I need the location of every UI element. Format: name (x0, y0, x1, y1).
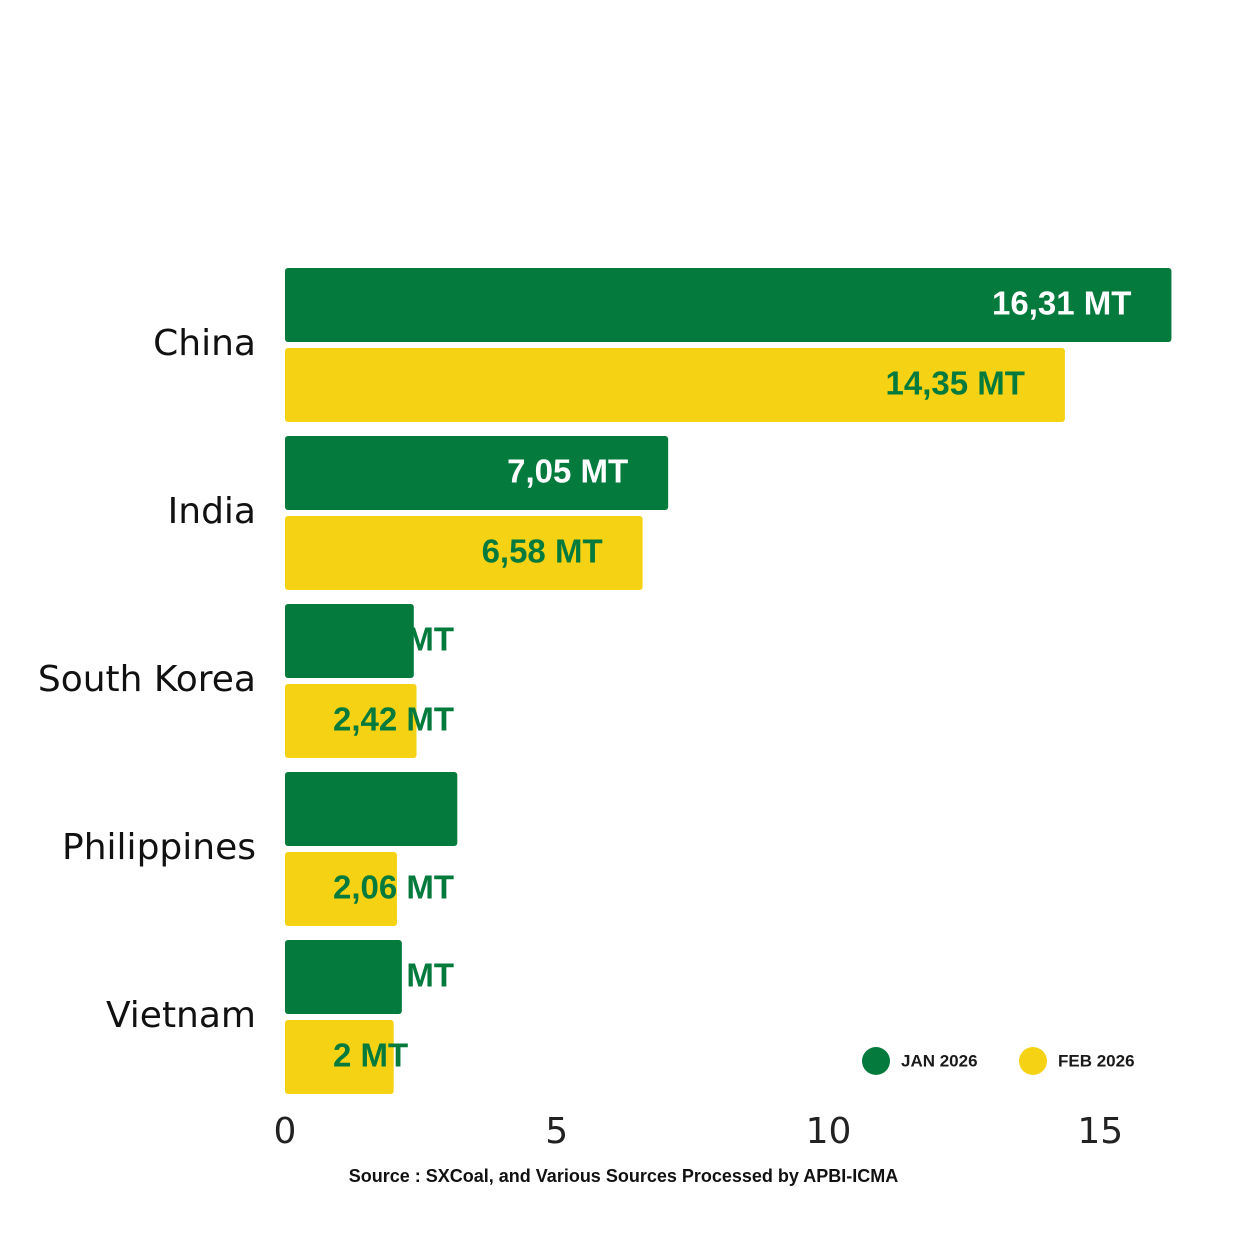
bar-vietnam-jan (285, 940, 402, 1014)
value-label-philippines-jan: 3,17 MT (333, 789, 454, 826)
x-tick-5: 5 (545, 1111, 568, 1152)
value-labels-group: 16,31 MT 14,35 MT 7,05 MT 6,58 MT 2,37 MT 2,4… (333, 285, 1131, 1074)
legend-swatch-jan (862, 1047, 890, 1075)
value-label-vietnam-feb: 2 MT (333, 1037, 408, 1074)
x-tick-15: 15 (1077, 1111, 1123, 1152)
category-label-vietnam: Vietnam (106, 995, 256, 1036)
value-label-vietnam-jan: 2,15 MT (333, 957, 454, 994)
category-label-china: China (153, 323, 256, 364)
bar-chart: 16,31 MT 14,35 MT 7,05 MT 6,58 MT 2,37 MT 2,4… (38, 268, 1172, 1152)
value-label-china-jan: 16,31 MT (992, 285, 1131, 322)
bar-philippines-jan (285, 772, 458, 846)
category-label-philippines: Philippines (62, 827, 256, 868)
x-tick-0: 0 (274, 1111, 297, 1152)
value-label-south-korea-feb: 2,42 MT (333, 701, 454, 738)
x-tick-10: 10 (806, 1111, 852, 1152)
bar-vietnam-feb (285, 1020, 394, 1094)
legend-label-jan: JAN 2026 (901, 1051, 978, 1070)
legend-label-feb: FEB 2026 (1058, 1051, 1135, 1070)
category-labels-group: China India South Korea Philippines Vietnam (38, 323, 256, 1036)
category-label-south-korea: South Korea (38, 659, 256, 700)
value-label-india-jan: 7,05 MT (507, 453, 628, 490)
value-label-philippines-feb: 2,06 MT (333, 869, 454, 906)
bar-philippines-feb (285, 852, 397, 926)
bars-group (285, 268, 1172, 1094)
value-label-south-korea-jan: 2,37 MT (333, 621, 454, 658)
bar-south-korea-jan (285, 604, 414, 678)
bar-india-feb (285, 516, 643, 590)
source-note: Source : SXCoal, and Various Sources Pro… (348, 1166, 899, 1186)
bar-india-jan (285, 436, 669, 510)
bar-china-jan (285, 268, 1172, 342)
x-axis-ticks-group: 0 5 10 15 (274, 1111, 1124, 1152)
legend: JAN 2026 FEB 2026 (862, 1047, 1135, 1075)
bar-china-feb (285, 348, 1065, 422)
category-label-india: India (168, 491, 256, 532)
value-label-india-feb: 6,58 MT (482, 533, 603, 570)
legend-swatch-feb (1019, 1047, 1047, 1075)
bar-south-korea-feb (285, 684, 417, 758)
value-label-china-feb: 14,35 MT (886, 365, 1025, 402)
